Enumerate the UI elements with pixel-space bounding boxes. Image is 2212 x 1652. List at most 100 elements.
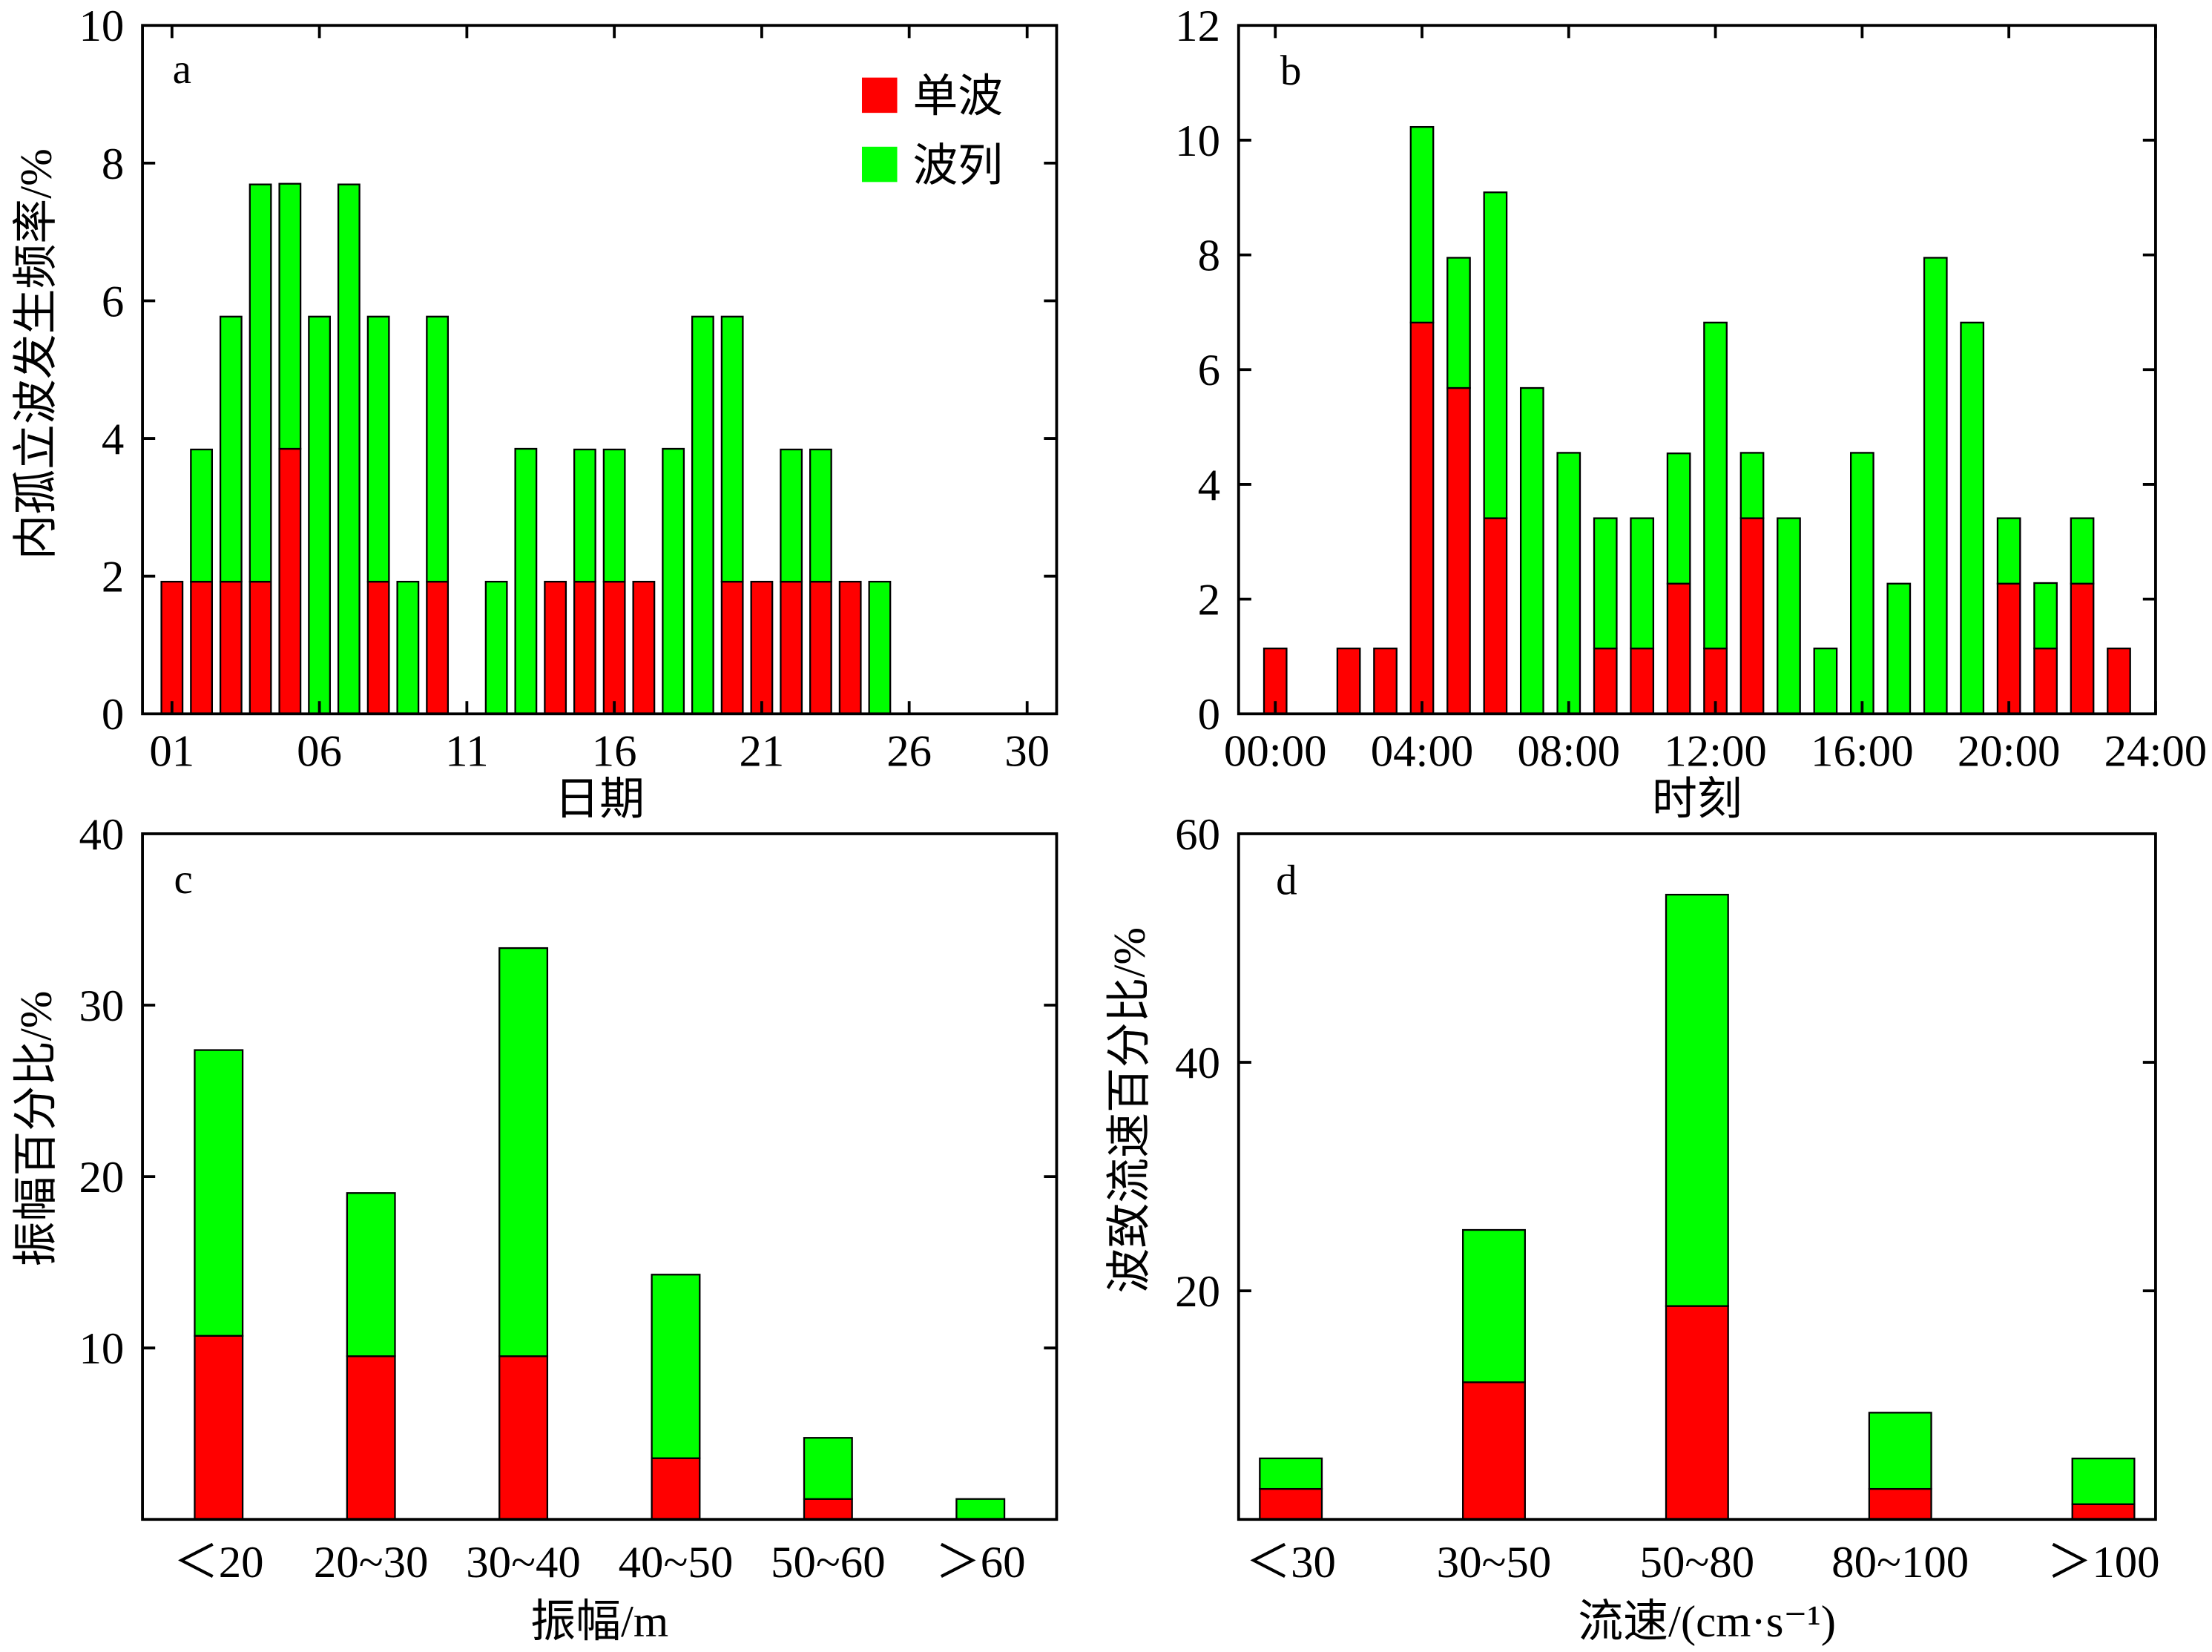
single-wave-bar-b-10 <box>1630 648 1655 715</box>
plot-frame <box>141 24 1059 716</box>
bars <box>1259 893 2136 1521</box>
wave-train-bar-a-6 <box>337 183 361 715</box>
x-axis-label: 振幅/m <box>530 1597 668 1647</box>
bars <box>160 182 892 715</box>
y-tick-label: 10 <box>1175 116 1220 166</box>
wave-train-bar-c-5 <box>955 1498 1006 1521</box>
legend: 单波 波列 <box>861 72 1003 191</box>
single-wave-bar-c-3 <box>651 1457 701 1521</box>
category-label: 40~50 <box>619 1538 734 1587</box>
single-wave-bar-a-22 <box>809 580 832 715</box>
y-tick-label: 2 <box>102 553 124 602</box>
y-tick-label: 2 <box>1198 576 1220 625</box>
single-wave-bar-d-1 <box>1462 1381 1526 1521</box>
panel-c: 10 20 30 40 ＜20 20~30 30~40 40~50 50~60 ＞60 c 振幅/… <box>11 810 1059 1647</box>
wave-train-bar-d-0 <box>1259 1457 1323 1490</box>
wave-train-bar-b-6 <box>1483 191 1508 519</box>
single-wave-bar-a-0 <box>160 580 184 715</box>
y-axis-label: 内孤立波发生频率/% <box>11 148 61 559</box>
y-tick-label: 8 <box>102 139 124 189</box>
x-tick-label: 16:00 <box>1811 727 1914 777</box>
y-tick-label: 40 <box>1175 1039 1220 1088</box>
wave-train-bar-a-22 <box>809 448 832 583</box>
y-tick-label: 0 <box>102 690 124 740</box>
panel-label: d <box>1276 858 1297 904</box>
legend-swatch-wave-train <box>861 146 898 182</box>
y-tick-label: 0 <box>1198 690 1220 740</box>
plot-area-b: 0 2 4 6 8 10 12 00:00 04:00 08:00 12:00 16:00 20:00 2… <box>1175 1 2207 777</box>
wave-train-bar-b-20 <box>1996 517 2021 585</box>
tick-marks <box>1238 1061 2156 1293</box>
single-wave-bar-c-4 <box>803 1498 853 1521</box>
x-axis-label: 时刻 <box>1652 774 1742 824</box>
plot-frame <box>1237 832 2157 1521</box>
single-wave-bar-b-2 <box>1336 648 1361 715</box>
category-label: ＞100 <box>2047 1538 2159 1587</box>
x-tick-label: 20:00 <box>1958 727 2061 777</box>
wave-train-bar-b-13 <box>1739 452 1765 519</box>
wave-train-bar-a-24 <box>868 580 892 715</box>
single-wave-bar-c-1 <box>346 1355 396 1521</box>
single-wave-bar-a-14 <box>573 580 596 715</box>
wave-train-bar-a-12 <box>514 447 538 715</box>
single-wave-bar-b-4 <box>1409 321 1435 715</box>
single-wave-bar-a-20 <box>750 580 774 715</box>
y-tick-label: 4 <box>102 415 124 464</box>
wave-train-bar-a-9 <box>426 315 450 583</box>
wave-train-bar-b-17 <box>1886 582 1912 715</box>
wave-train-bar-a-15 <box>602 448 626 583</box>
wave-train-bar-d-4 <box>2071 1457 2136 1505</box>
single-wave-bar-b-22 <box>2070 582 2095 715</box>
x-tick-label: 21 <box>739 727 784 777</box>
x-axis-label: 流速/(cm·s⁻¹) <box>1578 1597 1836 1647</box>
y-tick-label: 10 <box>79 1324 125 1374</box>
panel-a: 0 2 4 6 8 10 01 06 11 16 21 26 30 a 日期 内孤立波发生频率/% 单波… <box>11 1 1059 824</box>
wave-train-bar-a-7 <box>366 315 390 583</box>
x-tick-label: 16 <box>592 727 637 777</box>
wave-train-bar-d-2 <box>1665 893 1729 1307</box>
y-tick-label: 60 <box>1175 810 1220 860</box>
legend-label-wave-train: 波列 <box>912 141 1003 191</box>
y-tick-label: 20 <box>79 1153 125 1202</box>
single-wave-bar-d-0 <box>1259 1487 1323 1521</box>
single-wave-bar-a-7 <box>366 580 390 715</box>
wave-train-bar-b-15 <box>1813 648 1838 715</box>
wave-train-bar-b-22 <box>2070 517 2095 585</box>
y-tick-label: 12 <box>1175 1 1220 51</box>
wave-train-bar-c-0 <box>194 1049 244 1337</box>
single-wave-bar-b-3 <box>1373 648 1398 715</box>
single-wave-bar-b-23 <box>2107 648 2131 715</box>
category-label: 50~80 <box>1640 1538 1755 1587</box>
x-axis-label: 日期 <box>554 774 645 824</box>
single-wave-bar-a-4 <box>278 447 302 715</box>
wave-train-bar-a-8 <box>396 580 420 715</box>
single-wave-bar-b-13 <box>1739 517 1765 715</box>
single-wave-bar-a-1 <box>190 580 213 715</box>
wave-train-bar-b-8 <box>1556 452 1581 715</box>
x-tick-label: 08:00 <box>1517 727 1620 777</box>
y-tick-label: 10 <box>79 1 125 51</box>
wave-train-bar-c-3 <box>651 1274 701 1459</box>
wave-train-bar-b-21 <box>2033 582 2058 650</box>
wave-train-bar-b-14 <box>1777 517 1801 715</box>
tick-marks <box>142 1004 1057 1350</box>
wave-train-bar-b-7 <box>1519 386 1544 715</box>
single-wave-bar-b-9 <box>1593 648 1618 715</box>
category-label: 30~40 <box>466 1538 581 1587</box>
single-wave-bar-a-23 <box>838 580 862 715</box>
category-label: 20~30 <box>314 1538 429 1587</box>
category-label: 80~100 <box>1831 1538 1969 1587</box>
single-wave-bar-c-2 <box>498 1355 549 1521</box>
plot-area-a: 0 2 4 6 8 10 01 06 11 16 21 26 30 <box>79 1 1059 777</box>
wave-train-bar-a-17 <box>662 447 685 715</box>
wave-train-bar-a-1 <box>190 448 213 583</box>
panel-label: c <box>174 856 193 903</box>
wave-train-bar-b-19 <box>1960 321 1985 715</box>
single-wave-bar-d-4 <box>2071 1503 2136 1521</box>
category-label: 30~50 <box>1437 1538 1552 1587</box>
panel-d: 20 40 60 ＜30 30~50 50~80 80~100 ＞100 d 流速/(cm·s… <box>1105 810 2159 1647</box>
single-wave-bar-a-2 <box>219 580 243 715</box>
y-tick-label: 4 <box>1198 461 1220 510</box>
